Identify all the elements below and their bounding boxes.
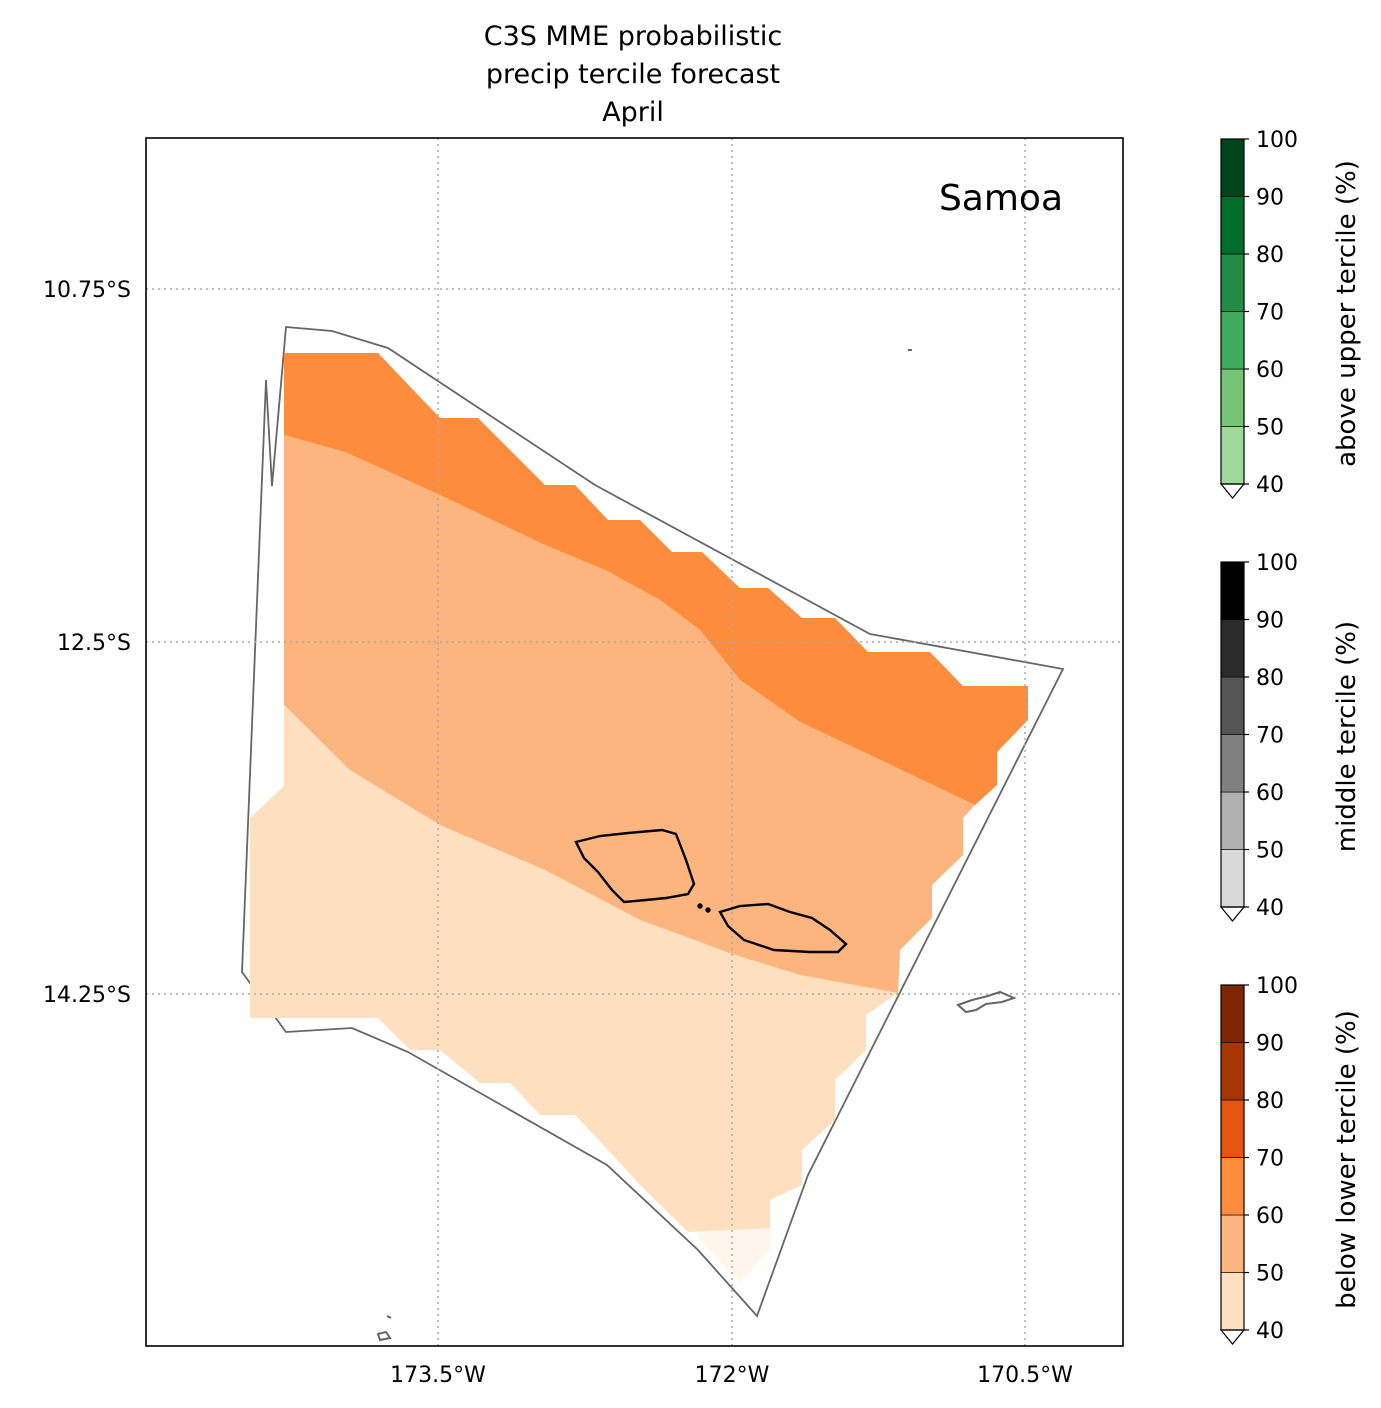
colorbar-segment (1220, 1157, 1245, 1216)
colorbar-tick-label: 50 (1256, 416, 1284, 441)
colorbar-segment (1220, 849, 1245, 908)
upolu-island (718, 902, 848, 954)
colorbar-tick-label: 60 (1256, 781, 1284, 806)
colorbar-segment (1220, 1042, 1245, 1101)
neighbour-islands (376, 349, 1017, 1342)
eez-boundary (241, 326, 1065, 1318)
colorbar-tick-label: 90 (1256, 186, 1284, 211)
colorbar-tick-label: 70 (1256, 724, 1284, 749)
southern-islet-1 (386, 1315, 392, 1319)
colorbar-extend-arrow (1219, 483, 1246, 499)
colorbar-extend-arrow (1219, 1329, 1246, 1345)
band-below-40-50 (250, 705, 898, 1232)
colorbar-1: 40 50 60 70 80 90 100 middle tercile (%) (1219, 551, 1362, 922)
band-below-50-60 (284, 435, 975, 993)
colorbar-0: 40 50 60 70 80 90 100 above upper tercile (%) (1219, 128, 1362, 499)
colorbar-tick-label: 40 (1256, 896, 1284, 921)
colorbar-segment (1220, 1272, 1245, 1331)
colorbar-tick-label: 50 (1256, 1262, 1284, 1287)
colorbar-label: above upper tercile (%) (1332, 160, 1362, 467)
colorbar-extend-arrow (1219, 906, 1246, 922)
lon-tick-label: 170.5°W (977, 1363, 1073, 1388)
colorbar-2: 40 50 60 70 80 90 100 below lower tercile (%) (1219, 974, 1362, 1345)
colorbar-label: middle tercile (%) (1332, 621, 1362, 852)
colorbar-tick-label: 80 (1256, 243, 1284, 268)
colorbar-segment (1220, 426, 1245, 485)
title-line-1: C3S MME probabilistic (484, 21, 782, 52)
savaii-island (574, 828, 696, 904)
figure-title: C3S MME probabilistic precip tercile for… (484, 21, 782, 128)
colorbar-segment (1220, 984, 1245, 1043)
samoa-islands (574, 828, 848, 954)
colorbar-segment (1220, 253, 1245, 312)
colorbar-label: below lower tercile (%) (1332, 1010, 1362, 1309)
colorbar-tick-label: 100 (1256, 974, 1298, 999)
colorbar-segment (1220, 368, 1245, 427)
region-label: Samoa (939, 178, 1063, 219)
lon-tick-label: 172°W (695, 1363, 770, 1388)
colorbar-segment (1220, 791, 1245, 850)
lat-tick-label: 14.25°S (43, 983, 131, 1008)
tutuila-island (956, 990, 1017, 1014)
colorbar-tick-label: 70 (1256, 301, 1284, 326)
lon-tick-label: 173.5°W (390, 1363, 486, 1388)
lat-tick-labels: 10.75°S 12.5°S 14.25°S (43, 278, 131, 1008)
colorbar-segment (1220, 619, 1245, 678)
colorbar-segment (1220, 561, 1245, 620)
gridlines (146, 138, 1123, 1346)
title-line-2: precip tercile forecast (486, 59, 780, 90)
colorbar-tick-label: 80 (1256, 1089, 1284, 1114)
map-frame (145, 137, 1124, 1347)
colorbar-segment (1220, 676, 1245, 735)
colorbar-segment (1220, 196, 1245, 255)
colorbar-tick-label: 50 (1256, 839, 1284, 864)
lon-tick-labels: 173.5°W 172°W 170.5°W (390, 1363, 1073, 1388)
lat-tick-label: 12.5°S (57, 631, 131, 656)
colorbar-tick-label: 60 (1256, 358, 1284, 383)
colorbar-tick-label: 60 (1256, 1204, 1284, 1229)
colorbar-tick-label: 70 (1256, 1147, 1284, 1172)
title-line-3: April (602, 97, 664, 128)
colorbar-tick-label: 40 (1256, 473, 1284, 498)
colorbar-tick-label: 40 (1256, 1319, 1284, 1344)
colorbar-tick-label: 90 (1256, 609, 1284, 634)
southern-islet-2 (376, 1330, 392, 1342)
colorbar-segment (1220, 734, 1245, 793)
colorbar-segment (1220, 1099, 1245, 1158)
lat-tick-label: 10.75°S (43, 278, 131, 303)
colorbar-tick-label: 90 (1256, 1032, 1284, 1057)
colorbar-segment (1220, 138, 1245, 197)
map-panel: Samoa 10.75°S 12.5°S 14.25°S 173.5°W 172… (43, 137, 1124, 1388)
band-below-60-70 (284, 353, 1028, 805)
colorbar-segment (1220, 1214, 1245, 1273)
colorbar-tick-label: 100 (1256, 551, 1298, 576)
colorbar-tick-label: 100 (1256, 128, 1298, 153)
colorbar-segment (1220, 311, 1245, 370)
colorbar-tick-label: 80 (1256, 666, 1284, 691)
